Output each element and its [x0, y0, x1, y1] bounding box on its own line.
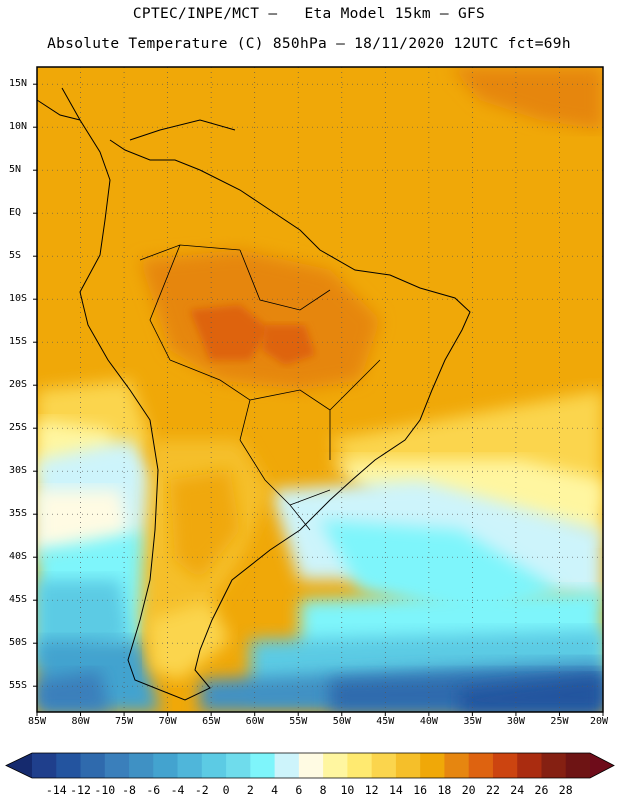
lat-label: 15N: [9, 78, 28, 90]
colorbar: [5, 752, 615, 779]
colorbar-high-arrow: [590, 753, 614, 778]
colorbar-label: 12: [364, 783, 379, 797]
colorbar-swatch: [226, 753, 251, 778]
colorbar-swatch: [444, 753, 470, 778]
lat-label: 50S: [9, 637, 28, 649]
lat-label: 20S: [9, 379, 28, 391]
colorbar-swatch: [80, 753, 106, 778]
colorbar-label: 8: [319, 783, 327, 797]
colorbar-label: 22: [486, 783, 500, 797]
colorbar-swatch: [468, 753, 494, 778]
lat-label: 25S: [9, 422, 28, 434]
lat-label: 5S: [9, 250, 22, 262]
lon-label: 75W: [115, 716, 134, 727]
lon-label: 60W: [245, 716, 264, 727]
lat-label: 40S: [9, 551, 28, 563]
lon-label: 55W: [289, 716, 308, 727]
colorbar-swatch: [153, 753, 179, 778]
lat-label: 15S: [9, 336, 28, 348]
temperature-field: [37, 67, 603, 712]
colorbar-low-arrow: [6, 753, 32, 778]
colorbar-swatch: [56, 753, 82, 778]
lon-label: 50W: [332, 716, 351, 727]
colorbar-label: 20: [461, 783, 476, 797]
colorbar-swatch: [104, 753, 130, 778]
colorbar-label: 6: [295, 783, 303, 797]
colorbar-label: -10: [94, 783, 116, 797]
lon-label: 20W: [589, 716, 609, 727]
caribbean-coast: [36, 99, 236, 141]
colorbar-swatch: [541, 753, 567, 778]
lon-label: 80W: [71, 716, 90, 727]
lon-label: 30W: [506, 716, 525, 727]
coastline: [61, 87, 471, 701]
title-line-2: Absolute Temperature (C) 850hPa – 18/11/…: [47, 36, 571, 52]
title-line-1: CPTEC/INPE/MCT – Eta Model 15km – GFS: [132, 6, 486, 22]
colorbar-swatch: [177, 753, 203, 778]
colorbar-swatch: [298, 753, 324, 778]
country-borders: [139, 244, 381, 531]
colorbar-label: 0: [222, 783, 230, 797]
colorbar-label: -14: [45, 783, 67, 797]
colorbar-swatch: [250, 753, 276, 778]
colorbar-label: -8: [122, 783, 136, 797]
colorbar-label: -4: [170, 783, 185, 797]
lat-label: 55S: [9, 680, 28, 692]
colorbar-swatch: [201, 753, 227, 778]
lon-label: 65W: [202, 716, 221, 727]
lon-label: 45W: [376, 716, 395, 727]
lon-label: 35W: [463, 716, 482, 727]
colorbar-label: 16: [413, 783, 428, 797]
colorbar-label: 26: [534, 783, 549, 797]
lat-label: EQ: [9, 207, 22, 219]
lon-label: 25W: [550, 716, 569, 727]
colorbar-swatch: [517, 753, 542, 778]
colorbar-swatch: [323, 753, 348, 778]
lat-label: 10N: [9, 121, 28, 133]
lon-label: 40W: [419, 716, 438, 727]
colorbar-label: -2: [194, 783, 209, 797]
colorbar-swatch: [347, 753, 373, 778]
colorbar-label: 24: [510, 783, 525, 797]
map-frame: [36, 66, 604, 713]
temperature-map: [33, 66, 604, 716]
colorbar-swatch: [274, 753, 300, 778]
colorbar-label: 14: [388, 783, 403, 797]
colorbar-label: 28: [558, 783, 573, 797]
colorbar-label: 10: [340, 783, 355, 797]
colorbar-label: 4: [271, 783, 279, 797]
colorbar-label: -6: [146, 783, 161, 797]
colorbar-swatch: [32, 753, 57, 778]
colorbar-swatch: [492, 753, 518, 778]
colorbar-swatch: [129, 753, 154, 778]
colorbar-label: 18: [437, 783, 452, 797]
lat-label: 30S: [9, 465, 28, 477]
lon-label: 70W: [158, 716, 177, 727]
lat-label: 35S: [9, 508, 28, 520]
colorbar-swatch: [395, 753, 421, 778]
colorbar-label: -12: [70, 783, 91, 797]
lat-label: 5N: [9, 164, 22, 176]
lat-label: 10S: [9, 293, 28, 305]
colorbar-label: 2: [246, 783, 254, 797]
lon-label: 85W: [27, 716, 47, 727]
colorbar-outline: [5, 752, 615, 779]
colorbar-swatch: [565, 753, 591, 778]
lat-label: 45S: [9, 594, 28, 606]
colorbar-swatch: [420, 753, 445, 778]
colorbar-swatch: [371, 753, 397, 778]
